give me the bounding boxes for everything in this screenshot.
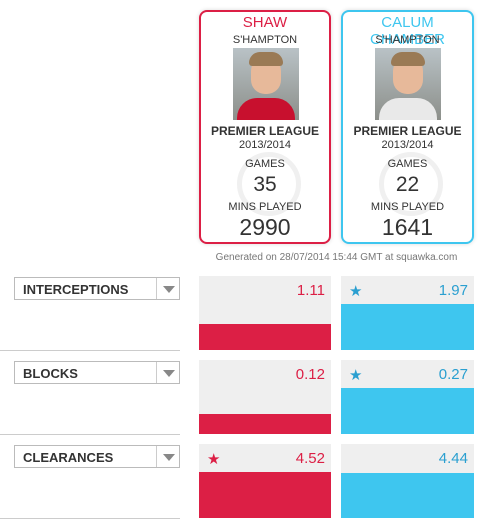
stat-value: 0.27 <box>438 366 468 383</box>
player-name: SHAW <box>242 14 288 31</box>
games: 22 <box>395 173 420 196</box>
photo-shirt <box>237 98 295 120</box>
photo-hair <box>249 52 283 66</box>
stat-label: BLOCKS <box>23 366 78 381</box>
row-separator <box>0 518 180 519</box>
dropdown-divider <box>156 362 157 383</box>
mins-label: MINS PLAYED <box>370 201 445 213</box>
stat-label: CLEARANCES <box>23 450 114 465</box>
stat-label: INTERCEPTIONS <box>23 282 129 297</box>
leader-star: ★ <box>349 283 363 300</box>
dropdown-arrow <box>163 286 175 293</box>
stat-value: 4.44 <box>438 450 468 467</box>
player-card: CALUM CHAMBER S'HAMPTON PREMIER LEAGUE 2013… <box>341 10 474 244</box>
row-separator <box>0 350 180 351</box>
dropdown-divider <box>156 446 157 467</box>
generated-note: Generated on 28/07/2014 15:44 GMT at squ… <box>215 252 458 263</box>
mins: 1641 <box>381 214 434 240</box>
stat-value: 0.12 <box>295 366 325 383</box>
bar <box>199 324 331 350</box>
player-photo <box>375 48 441 120</box>
bar <box>199 413 331 434</box>
dropdown-arrow <box>163 370 175 377</box>
stat-dropdown[interactable]: BLOCKS <box>14 361 180 384</box>
bar <box>341 304 474 350</box>
club: S'HAMPTON <box>375 34 440 46</box>
stat-panel: 1.97 ★ <box>341 276 474 350</box>
stat-dropdown[interactable]: INTERCEPTIONS <box>14 277 180 300</box>
bar <box>199 472 331 518</box>
games: 35 <box>253 173 277 196</box>
stat-panel: 1.11 <box>199 276 331 350</box>
stat-value: 4.52 <box>295 450 325 467</box>
league: PREMIER LEAGUE <box>210 124 319 138</box>
stat-value: 1.97 <box>438 282 468 299</box>
games-ring <box>379 152 443 216</box>
stat-panel: 4.52 ★ <box>199 444 331 518</box>
mins-label: MINS PLAYED <box>228 201 302 213</box>
mins: 2990 <box>239 214 291 240</box>
games-ring <box>237 152 301 216</box>
club: S'HAMPTON <box>232 34 298 46</box>
stat-dropdown[interactable]: CLEARANCES <box>14 445 180 468</box>
league: PREMIER LEAGUE <box>353 124 462 138</box>
stat-panel: 4.44 <box>341 444 474 518</box>
dropdown-divider <box>156 278 157 299</box>
player-name: CALUM CHAMBER <box>369 14 445 48</box>
bar <box>341 472 474 518</box>
player-photo <box>233 48 299 120</box>
bar <box>341 388 474 434</box>
player-card: SHAW S'HAMPTON PREMIER LEAGUE 2013/2014 GAME… <box>199 10 331 244</box>
row-separator <box>0 434 180 435</box>
stat-value: 1.11 <box>296 282 325 299</box>
stat-panel: 0.12 <box>199 360 331 434</box>
games-label: GAMES <box>387 158 428 170</box>
leader-star: ★ <box>349 367 363 384</box>
photo-hair <box>391 52 425 66</box>
stat-panel: 0.27 ★ <box>341 360 474 434</box>
games-label: GAMES <box>245 158 285 170</box>
photo-shirt <box>379 98 437 120</box>
dropdown-arrow <box>163 454 175 461</box>
season: 2013/2014 <box>381 139 434 151</box>
season: 2013/2014 <box>239 139 291 151</box>
leader-star: ★ <box>207 451 221 468</box>
